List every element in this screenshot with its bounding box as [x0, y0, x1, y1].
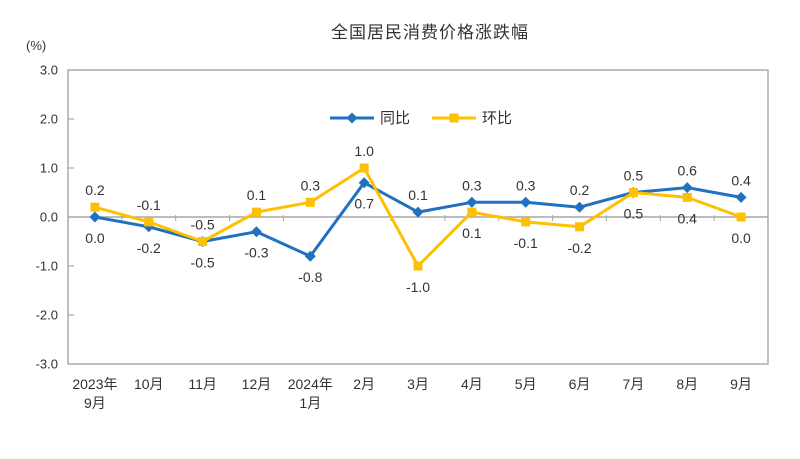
data-label-mom: -0.2: [567, 240, 591, 256]
data-label-yoy: 0.4: [731, 172, 751, 188]
data-label-yoy: -0.8: [298, 269, 322, 285]
square-marker: [251, 207, 261, 217]
x-axis-label: 2024年: [288, 376, 333, 392]
data-label-yoy: 0.2: [570, 182, 590, 198]
square-marker: [575, 222, 585, 232]
data-label-yoy: 0.0: [85, 230, 105, 246]
x-axis-label: 9月: [730, 376, 752, 392]
x-axis-label: 5月: [515, 376, 537, 392]
data-label-mom: -1.0: [406, 279, 430, 295]
x-axis-label: 7月: [622, 376, 644, 392]
x-axis-label: 3月: [407, 376, 429, 392]
square-marker: [359, 163, 369, 173]
chart-title: 全国居民消费价格涨跌幅: [331, 23, 529, 42]
data-label-mom: 0.1: [462, 225, 482, 241]
diamond-marker: [358, 177, 370, 189]
diamond-marker: [304, 250, 316, 262]
x-axis-label: 11月: [188, 376, 217, 392]
data-label-mom: -0.1: [137, 197, 161, 213]
data-label-mom: 0.0: [731, 230, 751, 246]
diamond-marker: [412, 206, 424, 218]
square-marker: [144, 217, 154, 227]
data-label-mom: 0.2: [85, 182, 105, 198]
diamond-marker: [574, 201, 586, 213]
data-label-yoy: 0.3: [516, 177, 536, 193]
data-label-mom: -0.5: [191, 217, 215, 233]
data-label-mom: 0.3: [301, 177, 321, 193]
data-label-yoy: 0.7: [354, 196, 374, 212]
x-axis-label: 12月: [242, 376, 272, 392]
x-axis-label: 6月: [569, 376, 591, 392]
diamond-marker: [735, 191, 747, 203]
data-label-yoy: 0.5: [624, 168, 644, 184]
square-marker: [198, 237, 208, 246]
diamond-marker: [466, 196, 478, 208]
data-label-mom: 0.4: [677, 210, 697, 226]
x-axis-label: 1月: [299, 395, 321, 411]
square-marker: [682, 192, 692, 202]
square-marker: [736, 212, 746, 222]
square-marker: [305, 197, 315, 207]
y-axis-tick-label: 3.0: [40, 63, 58, 78]
square-marker: [413, 261, 423, 271]
data-label-mom: 0.1: [247, 187, 267, 203]
x-axis-label: 2023年: [72, 376, 117, 392]
legend-label-yoy: 同比: [380, 110, 410, 127]
diamond-marker: [346, 112, 358, 124]
diamond-marker: [250, 226, 262, 238]
x-axis-label: 2月: [353, 376, 375, 392]
data-label-yoy: 0.3: [462, 177, 482, 193]
data-label-mom: -0.1: [514, 235, 538, 251]
diamond-marker: [520, 196, 532, 208]
diamond-marker: [89, 211, 101, 223]
square-marker: [449, 113, 459, 123]
square-marker: [467, 207, 477, 217]
x-axis-label: 10月: [134, 376, 164, 392]
y-axis-tick-label: -2.0: [36, 308, 58, 323]
y-axis-tick-label: 2.0: [40, 112, 58, 127]
y-axis-tick-label: -3.0: [36, 357, 58, 372]
data-label-yoy: 0.1: [408, 187, 428, 203]
data-label-yoy: -0.2: [137, 240, 161, 256]
data-label-mom: 0.5: [624, 206, 644, 222]
y-axis-tick-label: 0.0: [40, 210, 58, 225]
legend-label-mom: 环比: [482, 110, 512, 127]
square-marker: [628, 188, 638, 197]
diamond-marker: [681, 182, 693, 194]
data-label-yoy: -0.5: [191, 255, 215, 271]
y-axis-tick-label: 1.0: [40, 161, 58, 176]
data-label-yoy: 0.6: [677, 163, 697, 179]
data-label-mom: 1.0: [354, 143, 374, 159]
y-axis-tick-label: -1.0: [36, 259, 58, 274]
x-axis-label: 9月: [84, 395, 106, 411]
data-label-yoy: -0.3: [244, 245, 268, 261]
x-axis-label: 8月: [676, 376, 698, 392]
x-axis-label: 4月: [461, 376, 483, 392]
square-marker: [90, 202, 100, 212]
square-marker: [521, 217, 531, 227]
y-axis-unit-label: (%): [26, 38, 47, 53]
